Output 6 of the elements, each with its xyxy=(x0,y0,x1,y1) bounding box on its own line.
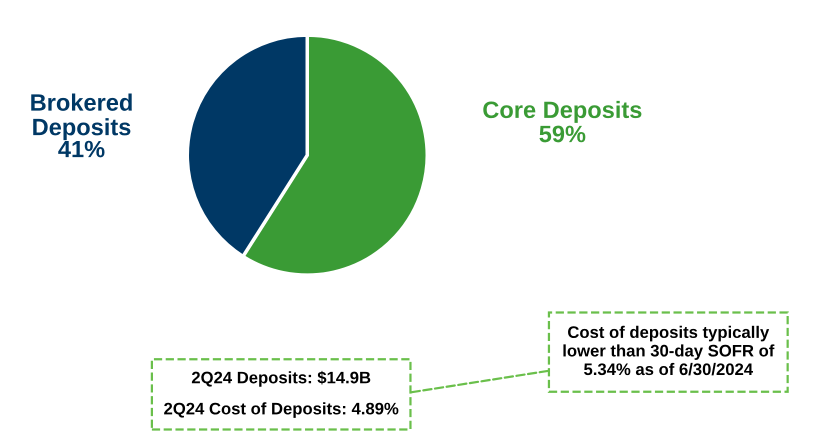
data-label: 41% xyxy=(58,140,105,158)
text: 2Q24 Deposits: $14.9B 2Q24 Cost of Deposits: 4.89% xyxy=(164,370,398,418)
slice-label: Brokered Deposits xyxy=(31,93,132,140)
slice-label: Core Deposits xyxy=(483,100,642,123)
text: Cost of deposits typically lower than 30-day SOFR of 5.34% as of 6/30/2024 xyxy=(563,326,774,376)
data-label: 59% xyxy=(539,126,586,142)
